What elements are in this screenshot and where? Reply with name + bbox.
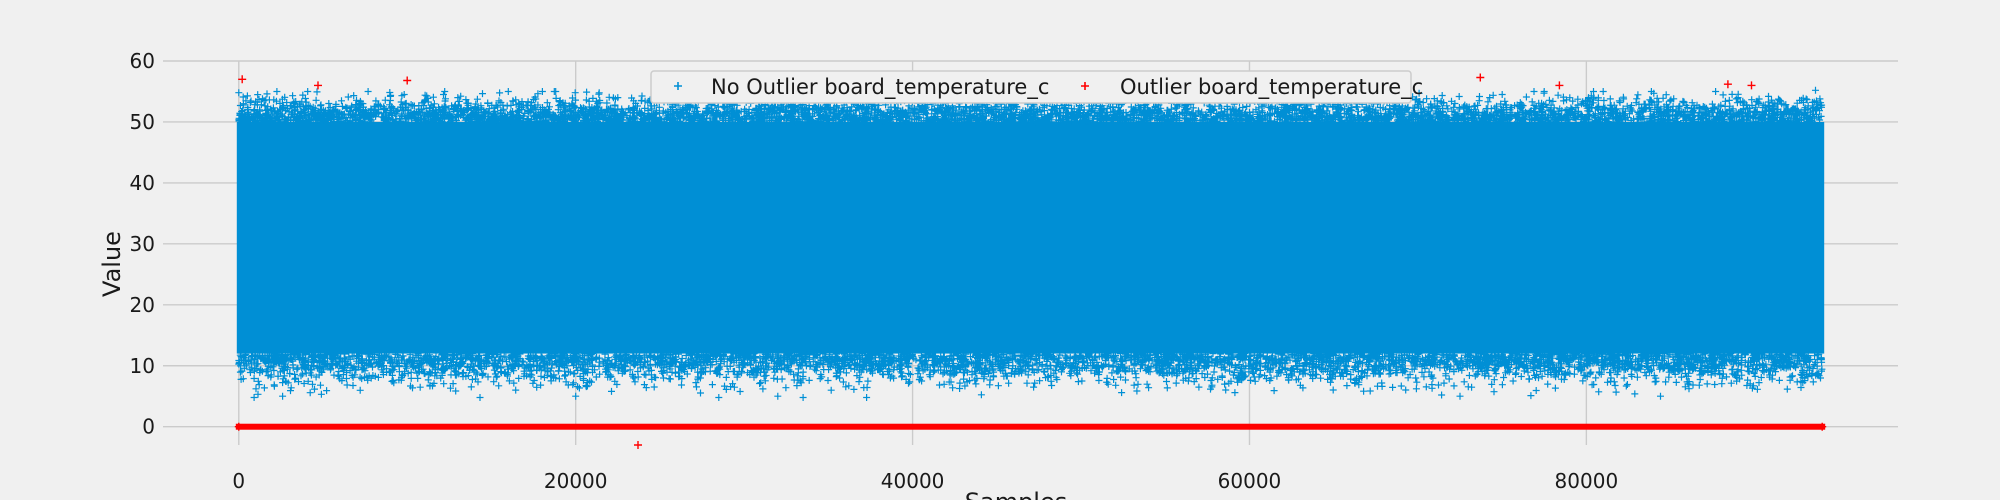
- y-tick-label: 30: [130, 232, 155, 256]
- legend-marker-outlier: [1081, 82, 1089, 90]
- y-axis-label: Value: [98, 231, 126, 297]
- y-tick-label: 50: [130, 110, 155, 134]
- x-tick-label: 60000: [1218, 469, 1282, 493]
- legend-marker-no-outlier: [674, 82, 682, 90]
- x-tick-label: 0: [232, 469, 245, 493]
- y-tick-label: 60: [130, 49, 155, 73]
- legend-label-outlier: Outlier board_temperature_c: [1120, 75, 1423, 100]
- outlier-markers: [234, 73, 1827, 449]
- x-axis-label: Samples: [965, 488, 1068, 500]
- x-tick-label: 80000: [1555, 469, 1619, 493]
- no-outlier-dense-region: [236, 121, 1825, 354]
- legend-plus-outlier: [1081, 82, 1089, 90]
- outlier-baseline-band: [235, 423, 1826, 430]
- legend-plus-no-outlier: [674, 82, 682, 90]
- y-tick-label: 10: [130, 354, 155, 378]
- y-tick-label: 0: [142, 415, 155, 439]
- legend-label-no-outlier: No Outlier board_temperature_c: [711, 75, 1049, 100]
- legend: No Outlier board_temperature_c Outlier b…: [650, 70, 1423, 104]
- y-tick-label: 20: [130, 293, 155, 317]
- series-no-outlier: [235, 86, 1826, 401]
- tick-labels: 0 10 20 30 40 50 60 0 20000 40000 60000 80000: [130, 49, 1619, 493]
- x-tick-label: 40000: [881, 469, 945, 493]
- y-tick-label: 40: [130, 171, 155, 195]
- legend-box: [650, 70, 1412, 104]
- series-outlier: [234, 73, 1827, 449]
- x-tick-label: 20000: [544, 469, 608, 493]
- no-outlier-markers: [235, 86, 1826, 401]
